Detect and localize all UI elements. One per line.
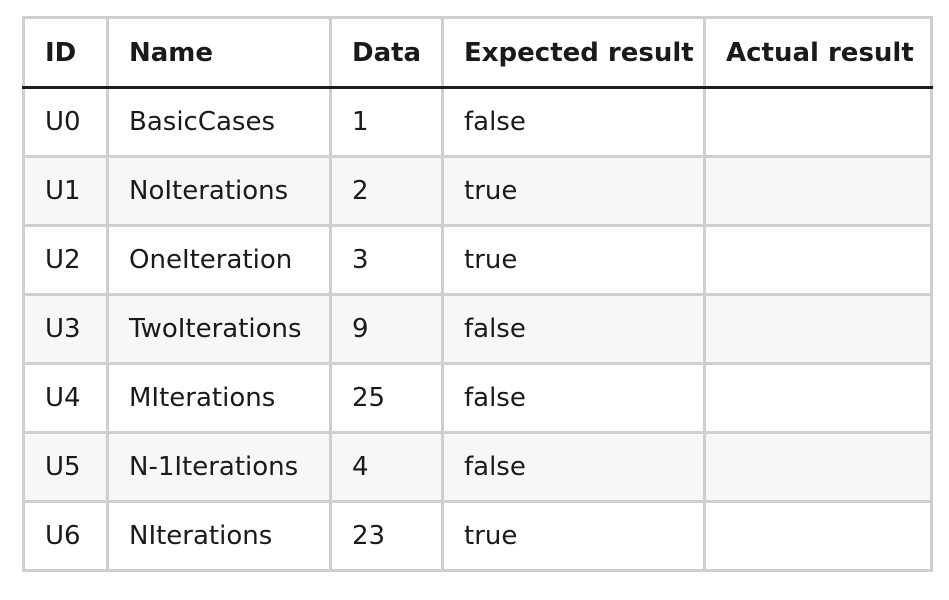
cell-actual-result (703, 155, 933, 227)
cell-name: OneIteration (106, 224, 332, 296)
header-name: Name (106, 16, 332, 89)
cell-actual-result (703, 86, 933, 158)
cell-id: U5 (22, 431, 109, 503)
cell-name: NoIterations (106, 155, 332, 227)
cell-name: NIterations (106, 500, 332, 572)
cell-name: MIterations (106, 362, 332, 434)
cell-data: 2 (329, 155, 444, 227)
cell-actual-result (703, 293, 933, 365)
header-actual-result: Actual result (703, 16, 933, 89)
cell-id: U0 (22, 86, 109, 158)
cell-expected-result: false (441, 362, 706, 434)
table-row: U1 NoIterations 2 true (22, 155, 933, 227)
cell-name: BasicCases (106, 86, 332, 158)
cell-data: 4 (329, 431, 444, 503)
cell-data: 9 (329, 293, 444, 365)
table-row: U0 BasicCases 1 false (22, 86, 933, 158)
cell-expected-result: true (441, 155, 706, 227)
cell-id: U3 (22, 293, 109, 365)
table-body: U0 BasicCases 1 false U1 NoIterations 2 … (22, 86, 933, 572)
table-row: U5 N-1Iterations 4 false (22, 431, 933, 503)
table-header: ID Name Data Expected result Actual resu… (22, 16, 933, 89)
cell-expected-result: false (441, 293, 706, 365)
cell-data: 23 (329, 500, 444, 572)
cell-expected-result: false (441, 431, 706, 503)
cell-id: U1 (22, 155, 109, 227)
cell-id: U2 (22, 224, 109, 296)
cell-data: 3 (329, 224, 444, 296)
cell-actual-result (703, 224, 933, 296)
cell-id: U6 (22, 500, 109, 572)
header-id: ID (22, 16, 109, 89)
table-row: U6 NIterations 23 true (22, 500, 933, 572)
cell-data: 1 (329, 86, 444, 158)
header-expected-result: Expected result (441, 16, 706, 89)
cell-actual-result (703, 500, 933, 572)
table-row: U2 OneIteration 3 true (22, 224, 933, 296)
header-data: Data (329, 16, 444, 89)
cell-actual-result (703, 431, 933, 503)
cell-name: N-1Iterations (106, 431, 332, 503)
table-row: U4 MIterations 25 false (22, 362, 933, 434)
cell-data: 25 (329, 362, 444, 434)
header-row: ID Name Data Expected result Actual resu… (22, 16, 933, 89)
table-row: U3 TwoIterations 9 false (22, 293, 933, 365)
cell-expected-result: true (441, 500, 706, 572)
cell-expected-result: true (441, 224, 706, 296)
test-results-table: ID Name Data Expected result Actual resu… (22, 16, 933, 572)
cell-id: U4 (22, 362, 109, 434)
cell-name: TwoIterations (106, 293, 332, 365)
cell-expected-result: false (441, 86, 706, 158)
cell-actual-result (703, 362, 933, 434)
